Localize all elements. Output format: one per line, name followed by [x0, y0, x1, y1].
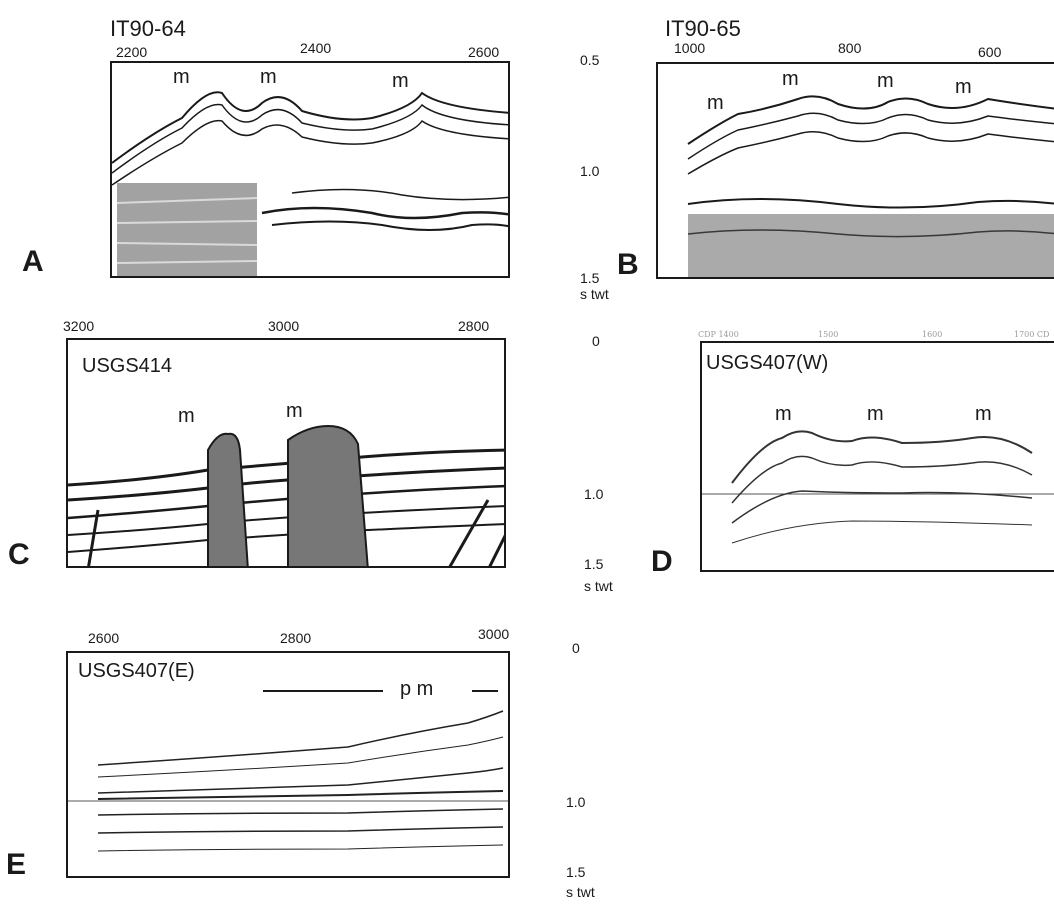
panel-b-title: IT90-65: [665, 16, 741, 41]
panel-a-tick: 2600: [468, 44, 500, 60]
row2-axis-label: 1.5: [584, 556, 604, 572]
panel-d-feature: m: [775, 403, 792, 425]
panel-d-letter: D: [651, 545, 673, 578]
panel-d-feature: m: [975, 403, 992, 425]
seismic-image-b: [687, 95, 1054, 277]
seismic-image-e: [68, 690, 508, 852]
panel-c-title: USGS414: [82, 355, 173, 377]
seismic-profile-c: [66, 338, 506, 568]
panel-d-feature: m: [867, 403, 884, 425]
panel-e-title: USGS407(E): [78, 660, 195, 682]
panel-a-feature: m: [392, 70, 409, 92]
panel-d-title: USGS407(W): [706, 352, 829, 374]
panel-a-feature: m: [173, 66, 190, 88]
panel-e-tick: 3000: [478, 626, 510, 642]
panel-a-letter: A: [22, 245, 44, 278]
panel-e-feature: p m: [400, 678, 434, 700]
panel-b-feature: m: [955, 76, 972, 98]
panel-b-letter: B: [617, 248, 639, 281]
seismic-image-c: [68, 424, 504, 566]
seismic-image-a: [112, 91, 508, 276]
panel-c-tick: 3000: [268, 318, 300, 334]
row1-axis-label: 0.5: [580, 52, 600, 68]
row3-axis-label: 0: [572, 640, 580, 656]
row3-axis-unit: s twt: [566, 884, 595, 900]
panel-e-letter: E: [6, 848, 27, 881]
row3-axis-label: 1.5: [566, 864, 586, 880]
panel-a-tick: 2400: [300, 40, 332, 56]
panel-b-feature: m: [707, 92, 724, 114]
seismic-image-d: [702, 430, 1054, 544]
panel-c-feature: m: [178, 405, 195, 427]
panel-c-tick: 3200: [63, 318, 95, 334]
seismic-profile-d: [700, 341, 1054, 572]
panel-d-tick: CDP 1400: [698, 330, 739, 339]
panel-b-feature: m: [877, 70, 894, 92]
panel-a-tick: 2200: [116, 44, 148, 60]
seismic-profile-a: [110, 61, 510, 278]
panel-c-feature: m: [286, 400, 303, 422]
row1-axis-label: 1.5: [580, 270, 600, 286]
row1-axis-unit: s twt: [580, 286, 609, 302]
panel-d-tick: 1600: [922, 330, 943, 339]
panel-e-tick: 2800: [280, 630, 312, 646]
panel-e-tick: 2600: [88, 630, 120, 646]
row1-axis-label: 1.0: [580, 163, 600, 179]
panel-b-tick: 800: [838, 40, 862, 56]
panel-b-tick: 600: [978, 44, 1002, 60]
panel-a-feature: m: [260, 66, 277, 88]
panel-c-tick: 2800: [458, 318, 490, 334]
panel-b-tick: 1000: [674, 40, 706, 56]
row3-axis-label: 1.0: [566, 794, 586, 810]
panel-d-tick: 1500: [818, 330, 839, 339]
row2-axis-unit: s twt: [584, 578, 613, 594]
panel-b-feature: m: [782, 68, 799, 90]
panel-d-tick: 1700 CD: [1014, 330, 1050, 339]
row2-axis-label: 1.0: [584, 486, 604, 502]
panel-c-letter: C: [8, 538, 30, 571]
seismic-profile-e: [66, 651, 510, 878]
panel-a-title: IT90-64: [110, 16, 186, 41]
row2-axis-label: 0: [592, 333, 600, 349]
seismic-profile-b: [656, 62, 1054, 279]
